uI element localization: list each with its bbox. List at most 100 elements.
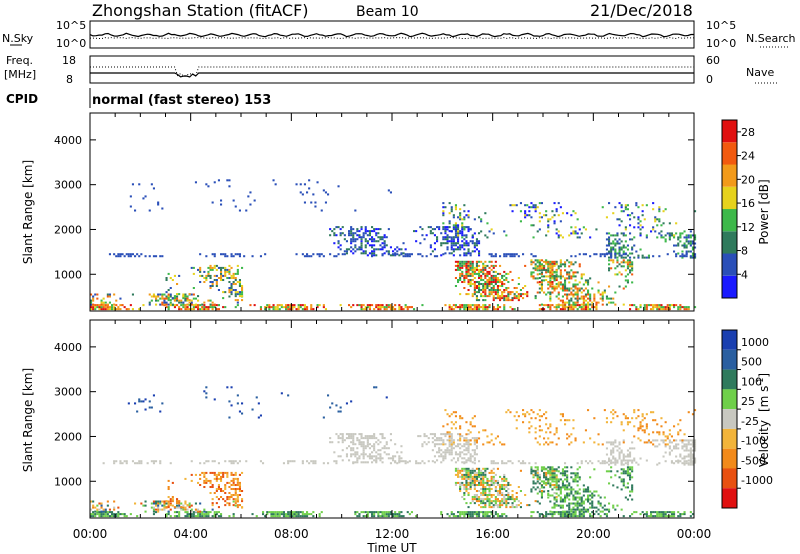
heatmap-cell <box>517 283 520 286</box>
heatmap-cell <box>670 441 673 444</box>
heatmap-cell <box>444 435 447 438</box>
heatmap-cell <box>584 295 587 298</box>
heatmap-cell <box>98 304 101 307</box>
heatmap-cell <box>519 462 522 465</box>
heatmap-cell <box>400 451 403 454</box>
heatmap-cell <box>549 423 552 426</box>
heatmap-cell <box>614 248 617 251</box>
heatmap-cell <box>350 250 353 253</box>
heatmap-cell <box>406 511 409 514</box>
heatmap-cell <box>459 488 462 491</box>
heatmap-cell <box>677 447 680 450</box>
heatmap-cell <box>461 417 464 420</box>
heatmap-cell <box>511 279 514 282</box>
heatmap-cell <box>467 471 470 474</box>
heatmap-cell <box>551 441 554 444</box>
heatmap-cell <box>457 457 460 460</box>
heatmap-cell <box>356 439 359 442</box>
heatmap-cell <box>293 515 296 518</box>
heatmap-cell <box>501 297 504 300</box>
heatmap-cell <box>249 304 252 307</box>
heatmap-cell <box>564 303 567 306</box>
heatmap-cell <box>465 479 468 482</box>
heatmap-cell <box>494 486 497 489</box>
heatmap-cell <box>205 308 208 311</box>
heatmap-cell <box>656 515 659 518</box>
heatmap-cell <box>329 437 332 440</box>
heatmap-cell <box>421 228 424 231</box>
heatmap-cell <box>234 293 237 296</box>
heatmap-cell <box>484 268 487 271</box>
heatmap-cell <box>626 214 629 217</box>
heatmap-cell <box>463 254 466 257</box>
heatmap-cell <box>624 470 627 473</box>
heatmap-cell <box>129 205 132 208</box>
heatmap-cell <box>358 230 361 233</box>
heatmap-cell <box>222 279 225 282</box>
heatmap-cell <box>159 303 162 306</box>
heatmap-cell <box>375 254 378 257</box>
heatmap-cell <box>463 511 466 514</box>
heatmap-cell <box>639 304 642 307</box>
heatmap-cell <box>220 479 223 482</box>
heatmap-cell <box>572 230 575 233</box>
heatmap-cell <box>463 287 466 290</box>
heatmap-cell <box>213 279 216 282</box>
heatmap-cell <box>234 490 237 493</box>
heatmap-cell <box>568 289 571 292</box>
heatmap-cell <box>207 460 210 463</box>
heatmap-cell <box>526 295 529 298</box>
heatmap-cell <box>452 441 455 444</box>
heatmap-cell <box>608 259 611 262</box>
heatmap-cell <box>679 429 682 432</box>
heatmap-cell <box>431 441 434 444</box>
heatmap-cell <box>574 502 577 505</box>
heatmap-cell <box>238 295 241 298</box>
heatmap-cell <box>559 308 562 311</box>
y-tick-label: 2000 <box>54 430 82 443</box>
heatmap-cell <box>591 304 594 307</box>
heatmap-cell <box>601 303 604 306</box>
heatmap-cell <box>559 299 562 302</box>
heatmap-cell <box>92 306 95 309</box>
heatmap-cell <box>608 297 611 300</box>
heatmap-cell <box>111 306 114 309</box>
heatmap-cell <box>463 475 466 478</box>
heatmap-cell <box>578 488 581 491</box>
heatmap-cell <box>547 220 550 223</box>
heatmap-cell <box>612 242 615 245</box>
heatmap-cell <box>350 242 353 245</box>
heatmap-cell <box>92 511 95 514</box>
heatmap-cell <box>536 481 539 484</box>
heatmap-cell <box>276 308 279 311</box>
heatmap-cell <box>618 263 621 266</box>
heatmap-cell <box>136 410 139 413</box>
heatmap-cell <box>469 473 472 476</box>
heatmap-cell <box>339 248 342 251</box>
heatmap-cell <box>465 441 468 444</box>
heatmap-cell <box>652 208 655 211</box>
heatmap-cell <box>564 281 567 284</box>
heatmap-cell <box>362 457 365 460</box>
heatmap-cell <box>362 437 365 440</box>
heatmap-cell <box>465 481 468 484</box>
heatmap-cell <box>605 295 608 298</box>
heatmap-cell <box>689 250 692 253</box>
heatmap-cell <box>553 476 556 479</box>
heatmap-cell <box>557 293 560 296</box>
heatmap-cell <box>157 299 160 302</box>
heatmap-cell <box>557 484 560 487</box>
heatmap-cell <box>459 272 462 275</box>
heatmap-cell <box>538 429 541 432</box>
heatmap-cell <box>417 253 420 256</box>
heatmap-cell <box>624 246 627 249</box>
heatmap-cell <box>467 264 470 267</box>
heatmap-cell <box>475 511 478 514</box>
heatmap-cell <box>446 431 449 434</box>
heatmap-cell <box>459 453 462 456</box>
heatmap-cell <box>631 470 634 473</box>
heatmap-cell <box>538 478 541 481</box>
heatmap-cell <box>593 293 596 296</box>
heatmap-cell <box>226 277 229 280</box>
heatmap-cell <box>387 306 390 309</box>
